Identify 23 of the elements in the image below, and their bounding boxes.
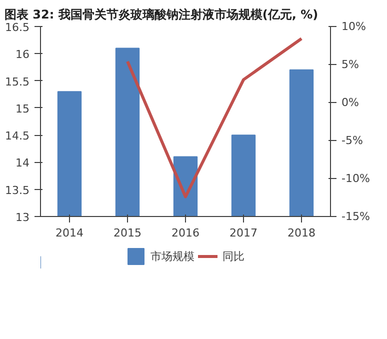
y2-tick-label: 10% xyxy=(342,20,366,33)
y-tick-label: 13.5 xyxy=(5,184,30,197)
y-tick-label: 15.5 xyxy=(5,75,30,88)
x-tick-label: 2018 xyxy=(288,226,316,240)
line-series xyxy=(126,37,303,198)
y-tick-label: 16 xyxy=(16,48,30,62)
x-tick-label: 2015 xyxy=(114,226,142,240)
legend-label: 市场规模 xyxy=(150,248,194,264)
x-tick-label: 2017 xyxy=(230,226,258,240)
y2-tick-label: 5% xyxy=(342,58,359,71)
chart-title: 图表 32: 我国骨关节炎玻璃酸钠注射液市场规模(亿元, %) xyxy=(4,8,318,22)
y2-tick-label: -15% xyxy=(342,210,370,223)
y-tick-label: 15 xyxy=(16,102,30,116)
y-tick-label: 14 xyxy=(16,156,30,170)
y-tick-label: 14.5 xyxy=(5,130,30,143)
y-tick-label: 16.5 xyxy=(5,21,30,34)
x-tick-label: 2014 xyxy=(56,226,84,240)
y-tick-label: 13 xyxy=(16,211,30,224)
legend-label: 同比 xyxy=(222,248,244,264)
y2-tick-label: -10% xyxy=(342,172,370,185)
y2-tick-label: -5% xyxy=(342,134,363,147)
x-tick-label: 2016 xyxy=(172,226,200,240)
y2-tick-label: 0% xyxy=(342,96,359,109)
